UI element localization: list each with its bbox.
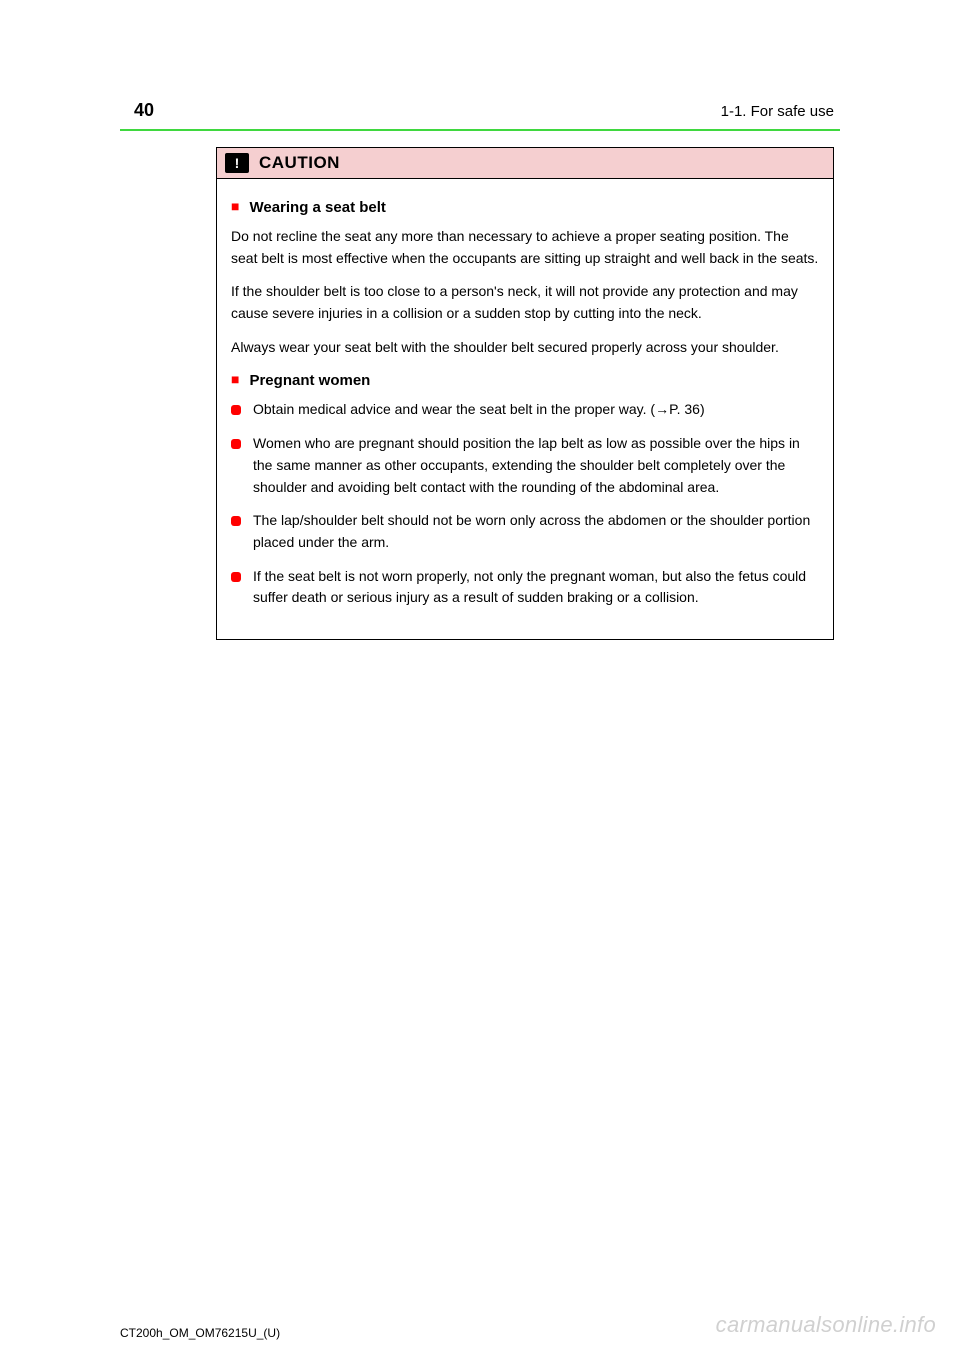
- page-number: 40: [126, 100, 154, 121]
- subheading: ■ Wearing a seat belt: [231, 197, 819, 218]
- caution-body: ■ Wearing a seat belt Do not recline the…: [216, 179, 834, 640]
- divider-rule: [120, 129, 840, 131]
- paragraph: Do not recline the seat any more than ne…: [231, 226, 819, 269]
- bullet-text: If the seat belt is not worn properly, n…: [253, 566, 819, 609]
- paragraph: If the shoulder belt is too close to a p…: [231, 281, 819, 324]
- square-marker-icon: ■: [231, 370, 239, 390]
- round-marker-icon: [231, 572, 241, 582]
- bullet-item: Obtain medical advice and wear the seat …: [231, 399, 819, 421]
- bullet-text: Women who are pregnant should position t…: [253, 433, 819, 498]
- bullet-text: The lap/shoulder belt should not be worn…: [253, 510, 819, 553]
- bullet-item: The lap/shoulder belt should not be worn…: [231, 510, 819, 553]
- subheading-text: Pregnant women: [249, 370, 370, 391]
- section-title: 1-1. For safe use: [721, 103, 834, 120]
- caution-box: ! CAUTION ■ Wearing a seat belt Do not r…: [216, 147, 834, 640]
- page-header: 40 1-1. For safe use: [120, 100, 840, 121]
- caution-header: ! CAUTION: [216, 147, 834, 179]
- bullet-item: Women who are pregnant should position t…: [231, 433, 819, 498]
- warning-icon: !: [225, 153, 249, 173]
- page-container: 40 1-1. For safe use ! CAUTION ■ Wearing…: [0, 0, 960, 1358]
- paragraph: Always wear your seat belt with the shou…: [231, 337, 819, 359]
- round-marker-icon: [231, 405, 241, 415]
- bullet-text: Obtain medical advice and wear the seat …: [253, 399, 705, 421]
- round-marker-icon: [231, 516, 241, 526]
- subheading: ■ Pregnant women: [231, 370, 819, 391]
- watermark: carmanualsonline.info: [716, 1312, 936, 1338]
- caution-title: CAUTION: [259, 153, 340, 173]
- subheading-text: Wearing a seat belt: [249, 197, 385, 218]
- square-marker-icon: ■: [231, 197, 239, 217]
- round-marker-icon: [231, 439, 241, 449]
- footer-doc-ref: CT200h_OM_OM76215U_(U): [120, 1326, 280, 1340]
- bullet-item: If the seat belt is not worn properly, n…: [231, 566, 819, 609]
